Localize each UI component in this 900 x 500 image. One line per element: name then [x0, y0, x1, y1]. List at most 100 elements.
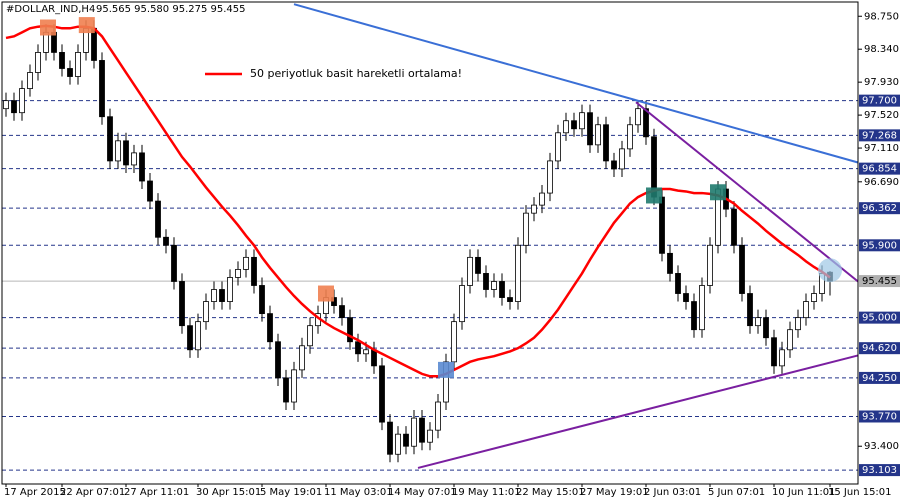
x-tick-label: 11 May 03:01 — [324, 487, 393, 498]
candle-body — [163, 236, 169, 246]
level-label-bg — [859, 342, 900, 355]
candle-body — [267, 313, 273, 343]
level-label-bg — [859, 410, 900, 423]
trendline — [635, 101, 859, 283]
candle-body — [747, 293, 753, 327]
candle-body — [339, 305, 345, 319]
candle-body — [227, 277, 233, 302]
candle-body — [699, 285, 705, 331]
candle-body — [659, 196, 665, 254]
candle-body — [171, 244, 177, 282]
x-tick-label: 14 May 07:01 — [388, 487, 457, 498]
level-label: 96.362 — [862, 203, 897, 214]
candle-body — [507, 297, 513, 302]
candle-body — [259, 285, 265, 315]
candle-body — [75, 52, 81, 77]
level-label-bg — [859, 311, 900, 324]
candle-body — [571, 120, 577, 130]
candle-body — [99, 60, 105, 118]
y-tick-label: 98.750 — [864, 11, 899, 22]
marker — [40, 19, 56, 36]
candle-body — [307, 325, 313, 347]
candle-body — [491, 281, 497, 290]
x-tick-label: 27 Apr 11:01 — [124, 487, 189, 498]
candle-body — [291, 369, 297, 403]
candle-body — [139, 152, 145, 182]
candle-body — [155, 200, 161, 238]
candle-body — [179, 281, 185, 327]
candle-body — [731, 208, 737, 246]
candle-body — [131, 152, 137, 166]
candle-body — [347, 317, 353, 343]
ohlc-label: 95.565 95.580 95.275 95.455 — [96, 4, 246, 15]
y-tick-label: 97.930 — [864, 77, 899, 88]
candle-body — [147, 180, 153, 202]
candle-body — [451, 321, 457, 363]
current-price-label: 95.455 — [862, 276, 897, 287]
candle-body — [411, 417, 417, 447]
current-price-bg — [859, 275, 900, 288]
candle-body — [691, 301, 697, 331]
candle-body — [251, 256, 257, 286]
candle-body — [123, 140, 129, 166]
candle-body — [803, 301, 809, 319]
marker — [438, 361, 454, 378]
candle-body — [755, 317, 761, 327]
y-tick-label: 97.110 — [864, 143, 899, 154]
level-label: 93.770 — [862, 411, 897, 422]
candle-body — [91, 27, 97, 61]
candle-body — [467, 256, 473, 286]
candle-body — [683, 293, 689, 302]
candle-body — [603, 124, 609, 162]
x-tick-label: 22 Apr 07:01 — [60, 487, 125, 498]
candle-body — [67, 68, 73, 77]
candle-body — [379, 365, 385, 423]
level-label-bg — [859, 202, 900, 215]
x-tick-label: 5 Jun 07:01 — [708, 487, 765, 498]
candle-body — [611, 160, 617, 170]
level-label: 97.268 — [862, 130, 897, 141]
level-label: 95.000 — [862, 313, 897, 324]
candle-body — [763, 317, 769, 339]
level-label: 94.620 — [862, 343, 897, 354]
level-label-bg — [859, 239, 900, 252]
plot-frame — [1, 1, 859, 485]
candle-body — [707, 244, 713, 286]
level-label: 94.250 — [862, 373, 897, 384]
marker — [818, 258, 842, 283]
candle-body — [243, 256, 249, 270]
candle-body — [475, 256, 481, 274]
candle-body — [187, 325, 193, 351]
candle-body — [443, 361, 449, 403]
x-tick-label: 30 Apr 15:01 — [196, 487, 261, 498]
level-label-bg — [859, 371, 900, 384]
candle-body — [787, 329, 793, 351]
candle-body — [739, 244, 745, 294]
candle-body — [667, 252, 673, 274]
candle-body — [483, 273, 489, 290]
candle-body — [595, 124, 601, 146]
x-tick-label: 19 May 11:01 — [452, 487, 521, 498]
candle-body — [203, 301, 209, 323]
level-label: 93.103 — [862, 465, 897, 476]
candle-body — [531, 204, 537, 214]
candle-body — [539, 192, 545, 206]
candle-body — [795, 317, 801, 331]
candle-body — [587, 112, 593, 146]
candle-body — [283, 377, 289, 403]
candle-body — [235, 269, 241, 278]
candle-body — [195, 321, 201, 351]
level-label: 95.900 — [862, 240, 897, 251]
candle-body — [563, 120, 569, 134]
level-label-bg — [859, 94, 900, 107]
candle-body — [419, 417, 425, 443]
candle-body — [395, 433, 401, 455]
x-tick-label: 15 Jun 15:01 — [828, 487, 892, 498]
candle-body — [523, 212, 529, 246]
candle-body — [779, 349, 785, 367]
chart-title: #DOLLAR_IND,H4 — [6, 4, 95, 15]
candle-body — [211, 289, 217, 302]
level-label-bg — [859, 464, 900, 477]
level-label: 96.854 — [862, 164, 897, 175]
